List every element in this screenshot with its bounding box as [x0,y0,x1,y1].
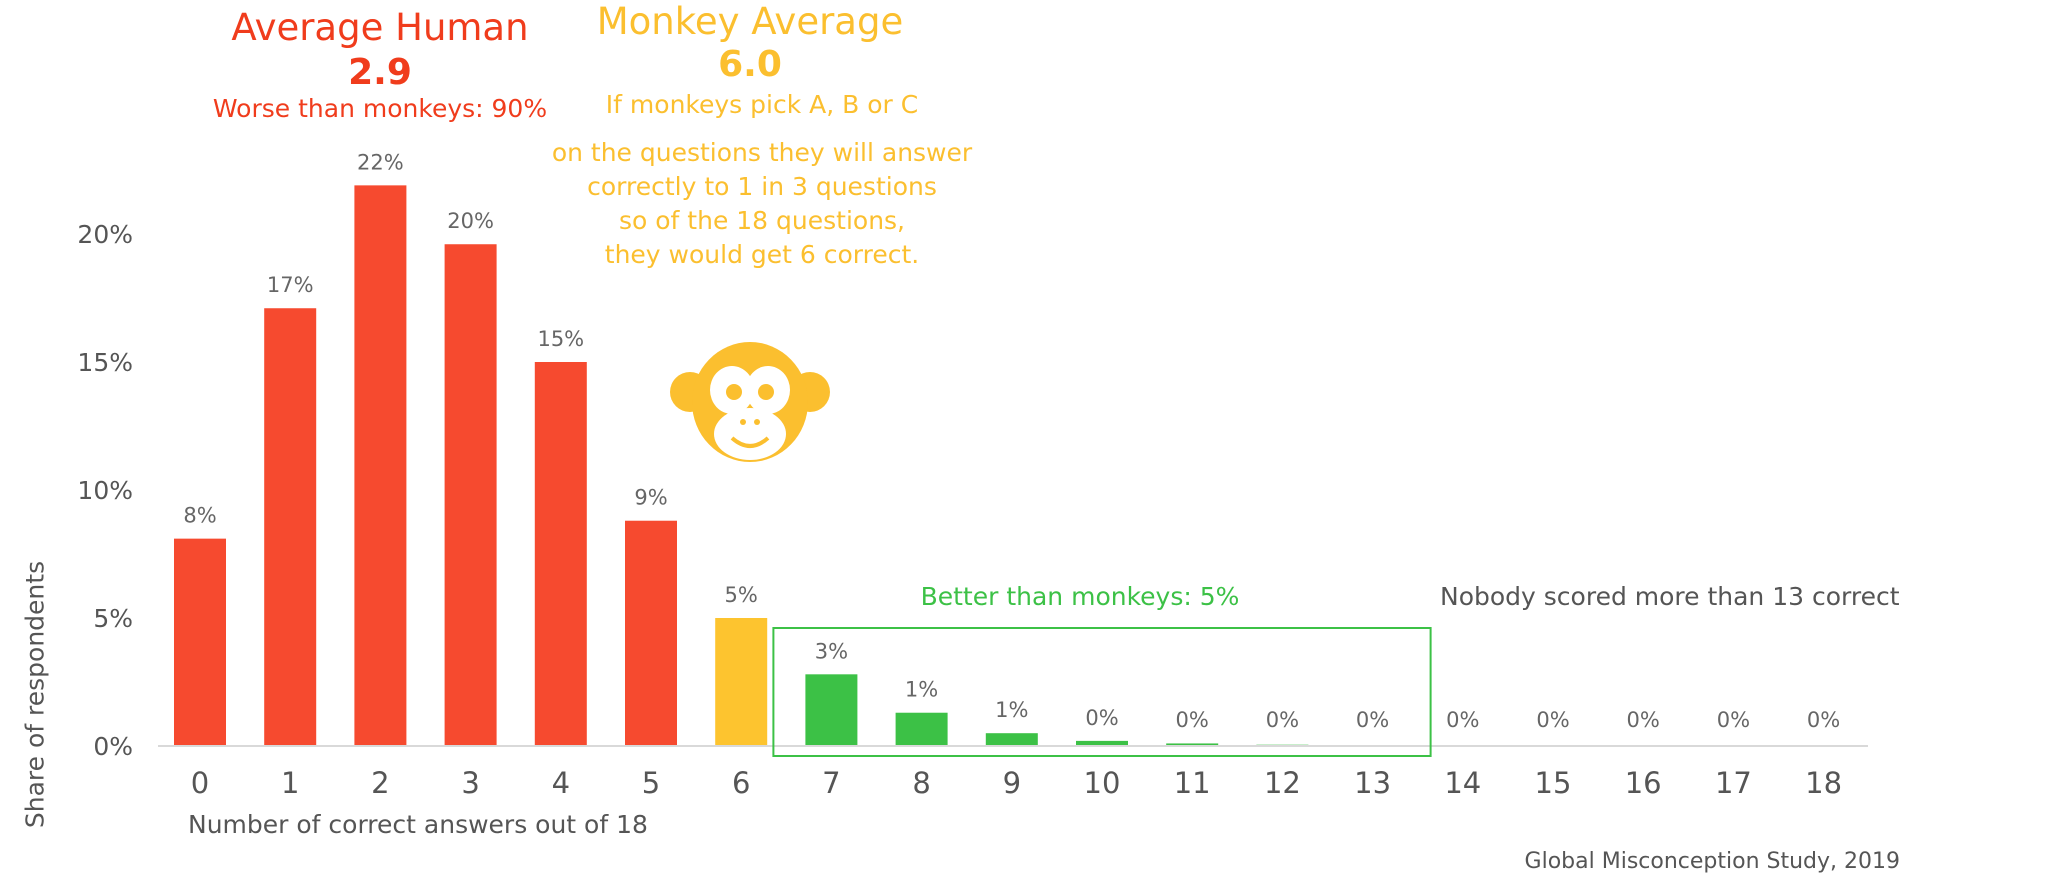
bar-8 [895,712,948,746]
x-tick-8: 8 [912,766,930,800]
x-tick-15: 15 [1535,766,1572,800]
x-tick-5: 5 [642,766,660,800]
x-tick-13: 13 [1354,766,1391,800]
x-tick-12: 12 [1264,766,1301,800]
y-tick-15: 15% [77,348,133,377]
x-tick-14: 14 [1444,766,1481,800]
bar-10 [1076,740,1128,746]
data-label-11: 0% [1176,708,1209,732]
x-tick-10: 10 [1084,766,1121,800]
data-label-12: 0% [1266,708,1299,732]
monkey-average-value: 6.0 [718,44,782,85]
x-tick-18: 18 [1805,766,1842,800]
x-tick-11: 11 [1174,766,1211,800]
x-tick-0: 0 [191,766,209,800]
bar-3 [444,244,497,747]
bar-9 [985,733,1038,746]
better-than-monkeys-box [772,627,1432,757]
data-label-17: 0% [1717,708,1750,732]
data-label-2: 22% [357,150,404,174]
y-tick-0: 0% [93,732,133,761]
x-tick-1: 1 [281,766,299,800]
data-label-16: 0% [1627,708,1660,732]
data-label-14: 0% [1446,708,1479,732]
bar-labels-group: 8% 17% 22% 20% 15% 9% 5% 3% 1% 1% 0% 0% 0% 0% 0% 0% 0% 0%… [183,150,1840,732]
data-label-1: 17% [267,273,314,297]
data-label-8: 1% [905,678,938,702]
nobody-scored-note: Nobody scored more than 13 correct [1440,582,1900,611]
x-tick-4: 4 [552,766,570,800]
x-tick-3: 3 [461,766,479,800]
data-label-7: 3% [815,639,848,663]
x-tick-9: 9 [1003,766,1021,800]
monkey-face-icon [670,342,830,462]
monkey-average-title: Monkey Average [596,0,904,43]
y-tick-20: 20% [77,220,133,249]
worse-than-monkeys-label: Worse than monkeys: 90% [212,94,548,123]
bar-5 [625,520,677,746]
y-axis-label: Share of respondents [20,560,50,829]
monkey-explanation: on the questions they will answer correc… [551,138,973,269]
data-label-5: 9% [634,486,667,510]
x-axis-label: Number of correct answers out of 18 [188,810,648,839]
y-tick-5: 5% [93,604,133,633]
x-tick-6: 6 [732,766,750,800]
data-label-4: 15% [537,327,584,351]
better-than-monkeys-label: Better than monkeys: 5% [920,582,1240,611]
bar-1 [264,308,317,746]
data-label-9: 1% [995,698,1028,722]
average-human-title: Average Human [231,6,529,49]
x-tick-2: 2 [371,766,389,800]
bar-4 [534,362,587,746]
data-label-10: 0% [1085,706,1118,730]
x-tick-17: 17 [1715,766,1752,800]
data-label-6: 5% [725,583,758,607]
monkey-pick-note: If monkeys pick A, B or C [605,90,919,119]
bar-6 [715,618,768,746]
x-tick-16: 16 [1625,766,1662,800]
bar-7 [805,674,858,746]
y-tick-10: 10% [77,476,133,505]
y-tick-labels-group: 0% 5% 10% 15% 20% [77,220,133,761]
data-label-13: 0% [1356,708,1389,732]
source-note: Global Misconception Study, 2019 [1524,849,1900,874]
data-label-0: 8% [183,504,216,528]
x-tick-labels-group: 0 1 2 3 4 5 6 7 8 9 10 11 12 13 14 15 16 17 18 [191,766,1842,800]
data-label-15: 0% [1536,708,1569,732]
average-human-value: 2.9 [348,52,412,93]
data-label-3: 20% [447,209,494,233]
bar-11 [1166,743,1219,746]
bar-0 [174,538,226,746]
x-tick-7: 7 [822,766,840,800]
bar-2 [354,185,407,747]
bars-group [174,185,1399,747]
data-label-18: 0% [1807,708,1840,732]
